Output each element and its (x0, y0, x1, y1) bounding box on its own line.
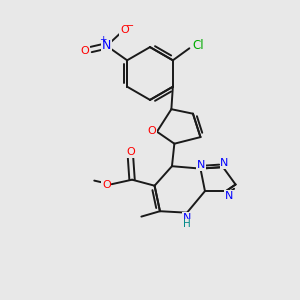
Text: +: + (99, 35, 106, 44)
Text: N: N (183, 213, 191, 223)
Text: N: N (220, 158, 229, 168)
Text: N: N (197, 160, 205, 170)
Text: O: O (126, 147, 135, 157)
Text: −: − (126, 21, 134, 31)
Text: O: O (80, 46, 89, 56)
Text: O: O (147, 126, 156, 136)
Text: N: N (102, 39, 111, 52)
Text: O: O (102, 180, 111, 190)
Text: O: O (120, 25, 129, 35)
Text: H: H (183, 219, 191, 229)
Text: N: N (225, 190, 233, 201)
Text: Cl: Cl (192, 39, 204, 52)
